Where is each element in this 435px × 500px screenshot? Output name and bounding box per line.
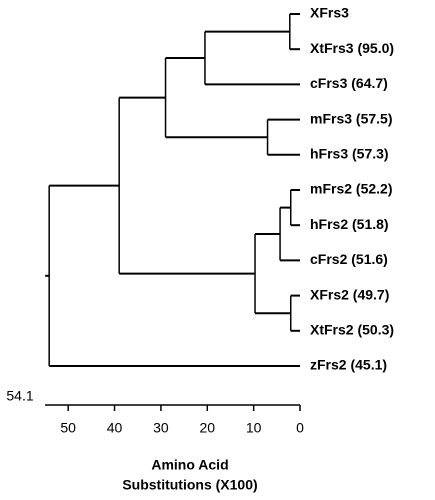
x-tick-label: 10	[246, 420, 262, 436]
leaf-label: XFrs3	[310, 5, 349, 21]
leaf-label: mFrs3 (57.5)	[310, 110, 392, 126]
leaf-label: XtFrs2 (50.3)	[310, 322, 394, 338]
x-tick-label: 20	[199, 420, 215, 436]
x-axis-label: Amino Acid	[151, 457, 228, 473]
x-tick-label: 30	[153, 420, 169, 436]
leaf-label: zFrs2 (45.1)	[310, 357, 387, 373]
x-tick-label: 0	[296, 420, 304, 436]
leaf-label: hFrs2 (51.8)	[310, 216, 389, 232]
leaf-label: hFrs3 (57.3)	[310, 146, 389, 162]
x-tick-label: 40	[107, 420, 123, 436]
leaf-label: mFrs2 (52.2)	[310, 181, 392, 197]
leaf-label: XtFrs3 (95.0)	[310, 40, 394, 56]
leaf-label: cFrs2 (51.6)	[310, 251, 388, 267]
leaf-label: XFrs2 (49.7)	[310, 286, 389, 302]
x-axis-label: Substitutions (X100)	[122, 477, 257, 493]
leaf-label: cFrs3 (64.7)	[310, 75, 388, 91]
x-tick-label: 50	[60, 420, 76, 436]
root-height-label: 54.1	[6, 388, 33, 404]
